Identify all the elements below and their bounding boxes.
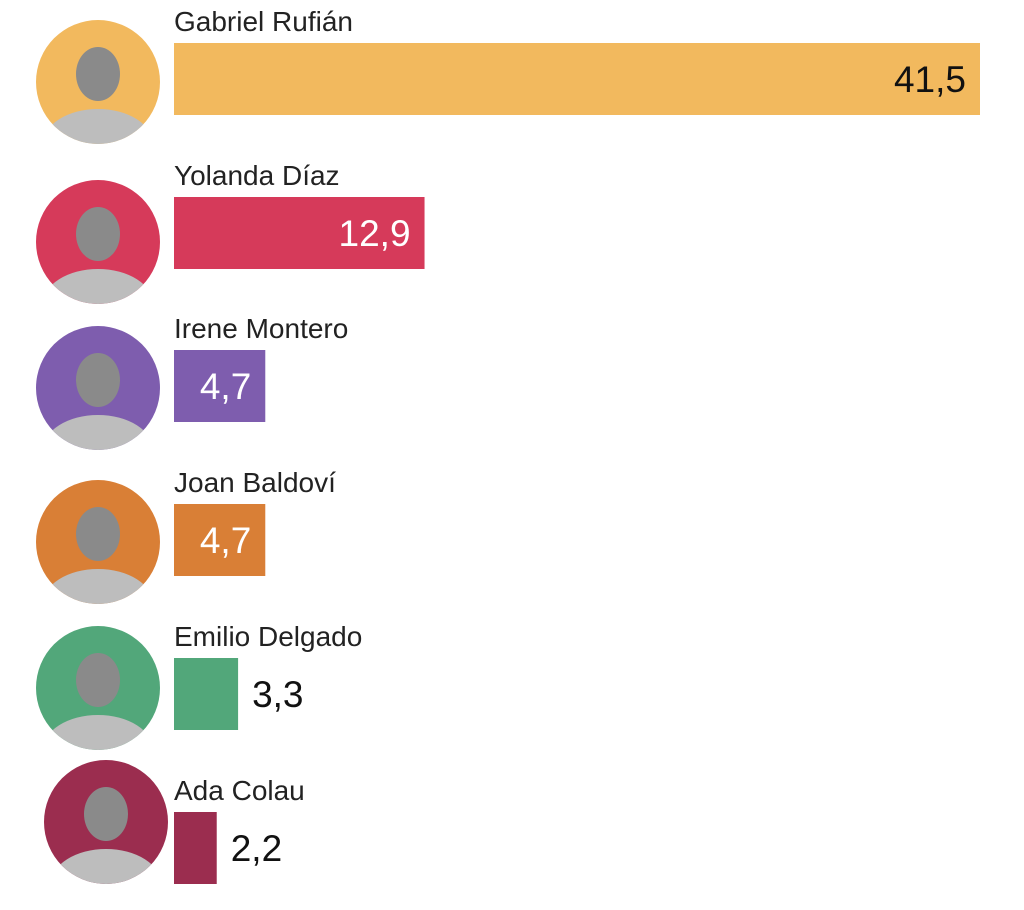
avatar-shoulders (43, 569, 153, 604)
bar (174, 504, 266, 576)
bar (174, 812, 217, 884)
avatar-head (84, 787, 128, 841)
avatar-shoulders (43, 269, 153, 304)
avatar-head (76, 653, 120, 707)
bar (174, 350, 266, 422)
value-label: 3,3 (252, 674, 303, 715)
avatar-head (76, 353, 120, 407)
bar (174, 43, 980, 115)
value-label: 4,7 (200, 520, 251, 561)
value-label: 12,9 (339, 213, 411, 254)
avatar-head (76, 507, 120, 561)
avatar-head (76, 47, 120, 101)
avatar-shoulders (51, 849, 161, 884)
value-label: 4,7 (200, 366, 251, 407)
value-label: 2,2 (231, 828, 282, 869)
bar (174, 197, 425, 269)
candidate-name: Irene Montero (174, 313, 348, 344)
avatar-shoulders (43, 415, 153, 450)
candidate-name: Gabriel Rufián (174, 6, 353, 37)
avatar-shoulders (43, 715, 153, 750)
candidate-name: Joan Baldoví (174, 467, 336, 498)
value-label: 41,5 (894, 59, 966, 100)
bar (174, 658, 239, 730)
avatar-shoulders (43, 109, 153, 144)
candidate-name: Yolanda Díaz (174, 160, 340, 191)
candidate-name: Ada Colau (174, 775, 305, 806)
avatar-head (76, 207, 120, 261)
candidate-name: Emilio Delgado (174, 621, 362, 652)
